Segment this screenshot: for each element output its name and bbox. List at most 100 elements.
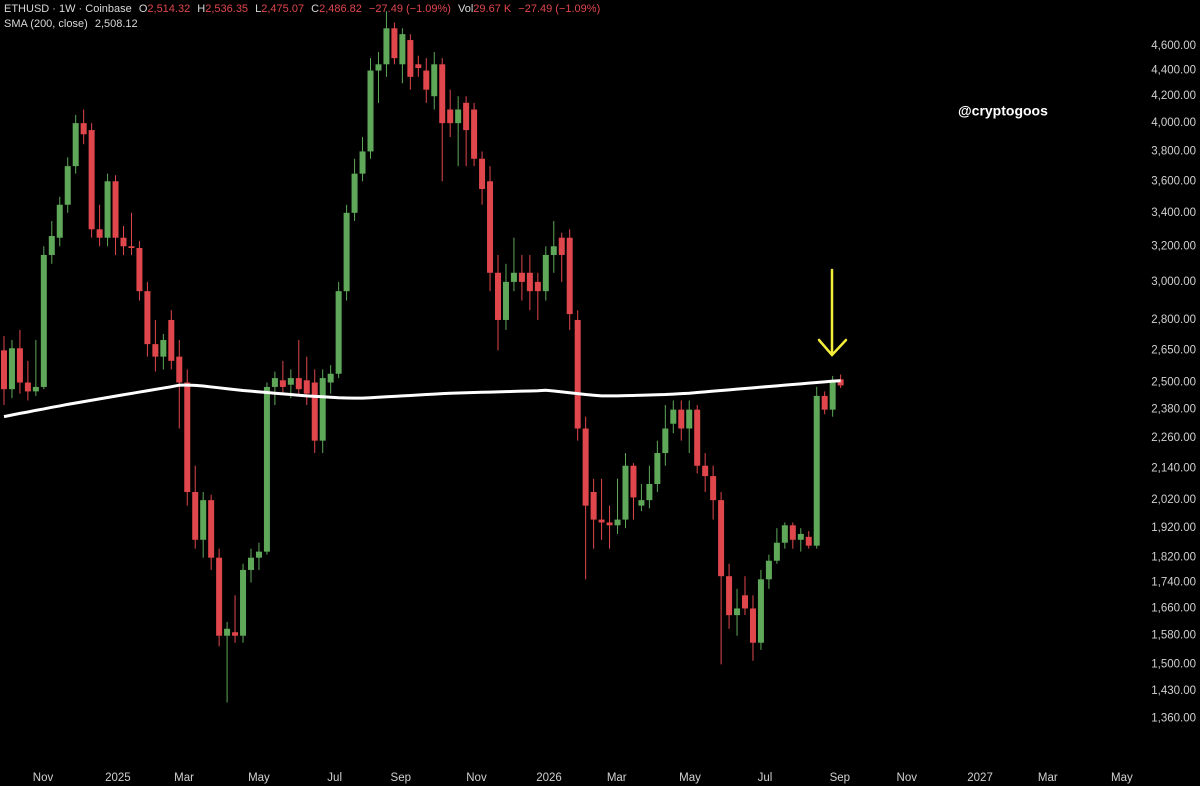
candle-body (757, 579, 764, 643)
plot-area (0, 11, 844, 703)
candle-body (439, 64, 446, 124)
candle-body (797, 533, 804, 540)
candle-body (16, 348, 23, 383)
x-tick-label: Nov (33, 772, 54, 784)
candle-body (702, 465, 709, 477)
candle-body (383, 28, 390, 65)
candle-body (678, 409, 685, 429)
y-tick-label: 3,600.00 (1151, 175, 1196, 187)
y-tick-label: 1,500.00 (1151, 658, 1196, 670)
legend-label: O (139, 3, 148, 15)
y-tick-label: 4,200.00 (1151, 90, 1196, 102)
indicator-value: 2,508.12 (95, 18, 138, 30)
candle-body (614, 519, 621, 526)
candle-body (335, 291, 342, 374)
candle-body (295, 378, 302, 390)
candle-body (168, 319, 175, 361)
watermark: @cryptogoos (958, 103, 1048, 119)
volume: 29.67 K (473, 3, 512, 15)
candle-body (542, 254, 549, 292)
candle-body (287, 378, 294, 385)
candle-body (343, 212, 350, 292)
x-tick-label: 2025 (105, 772, 131, 784)
candle-body (8, 348, 15, 390)
candle-body (255, 551, 262, 558)
candle-body (271, 378, 278, 387)
x-tick-label: May (679, 772, 701, 784)
candle-body (80, 123, 87, 135)
x-tick-label: May (1111, 772, 1133, 784)
candle-body (216, 557, 223, 636)
legend-value: 2,514.32 (147, 3, 190, 15)
candle-body (494, 272, 501, 320)
candle-body (311, 382, 318, 441)
x-tick-label: Jul (758, 772, 773, 784)
indicator-name: SMA (200, close) (4, 18, 88, 30)
y-tick-label: 1,360.00 (1151, 712, 1196, 724)
candle-body (351, 173, 358, 213)
candle-body (32, 386, 39, 392)
candle-body (192, 492, 199, 540)
candle-body (805, 536, 812, 546)
x-tick-label: May (248, 772, 270, 784)
candle-body (56, 204, 63, 238)
y-tick-label: 3,400.00 (1151, 207, 1196, 219)
candle-body (120, 237, 127, 247)
candle-body (176, 356, 183, 383)
candle-body (574, 319, 581, 429)
candle-body (781, 525, 788, 543)
candle-body (88, 130, 95, 230)
candle-body (447, 109, 454, 124)
candle-body (160, 340, 167, 357)
legend-value: 2,486.82 (319, 3, 362, 15)
candle-body (144, 291, 151, 345)
candle-body (415, 64, 422, 69)
candle-body (710, 476, 717, 501)
candle-body (455, 109, 462, 124)
y-tick-label: 2,500.00 (1151, 377, 1196, 389)
candle-body (48, 236, 55, 255)
y-tick-label: 3,200.00 (1151, 240, 1196, 252)
candle-body (479, 158, 486, 189)
candle-body (742, 595, 749, 609)
y-tick-label: 1,740.00 (1151, 577, 1196, 589)
candle-body (208, 500, 215, 558)
sma-line (3, 379, 841, 419)
candle-body (526, 272, 533, 292)
candle-body (200, 500, 207, 540)
candle-body (104, 181, 111, 238)
candle-body (765, 560, 772, 580)
y-tick-label: 1,430.00 (1151, 685, 1196, 697)
candle-body (0, 350, 7, 390)
candle-body (232, 632, 239, 636)
indicator-line: SMA (200, close) 2,508.12 (4, 18, 138, 30)
candle-body (263, 386, 270, 552)
candle-body (112, 181, 119, 238)
arrow (817, 268, 848, 357)
candle-body (64, 166, 71, 205)
x-tick-label: Sep (391, 772, 411, 784)
candle-body (40, 254, 47, 387)
y-tick-label: 1,580.00 (1151, 630, 1196, 642)
candle-body (279, 380, 286, 387)
x-tick-label: Mar (1038, 772, 1058, 784)
x-tick-label: Mar (607, 772, 627, 784)
candle-body (606, 522, 613, 526)
candle-body (821, 395, 828, 410)
candle-body (686, 409, 693, 429)
legend-value: 2,536.35 (205, 3, 248, 15)
y-tick-label: 4,000.00 (1151, 117, 1196, 129)
candle-body (502, 281, 509, 320)
y-tick-label: 1,920.00 (1151, 522, 1196, 534)
candle-body (534, 281, 541, 292)
candle-body (152, 344, 159, 357)
candle-body (487, 181, 494, 273)
candle-body (646, 483, 653, 501)
candle-body (463, 102, 470, 131)
candle-body (518, 272, 525, 282)
candle-body (399, 34, 406, 65)
candle-body (622, 465, 629, 520)
candle-body (136, 248, 143, 292)
